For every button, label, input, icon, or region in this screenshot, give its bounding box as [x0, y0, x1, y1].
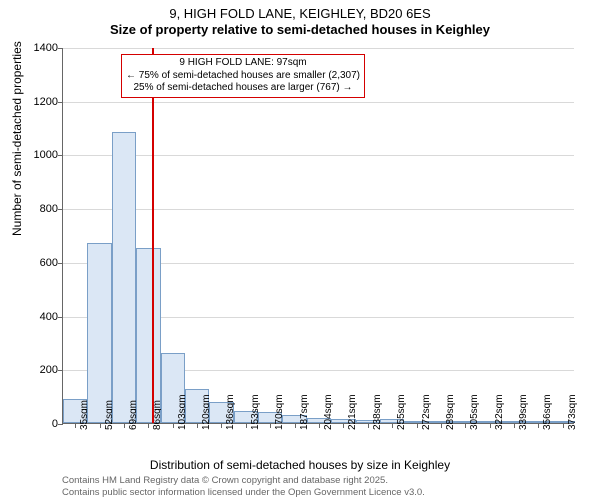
xtick-mark [246, 424, 247, 428]
xtick-label: 255sqm [396, 394, 407, 430]
x-axis-label: Distribution of semi-detached houses by … [0, 458, 600, 472]
ytick-mark [58, 317, 63, 318]
ytick-mark [58, 102, 63, 103]
xtick-label: 373sqm [567, 394, 578, 430]
xtick-label: 305sqm [469, 394, 480, 430]
ytick-label: 800 [18, 203, 58, 215]
histogram-bar [87, 243, 111, 423]
xtick-label: 221sqm [347, 394, 358, 430]
gridline [63, 48, 574, 49]
xtick-mark [392, 424, 393, 428]
xtick-label: 170sqm [274, 394, 285, 430]
xtick-mark [441, 424, 442, 428]
xtick-label: 322sqm [494, 394, 505, 430]
xtick-label: 187sqm [299, 394, 310, 430]
ytick-mark [58, 155, 63, 156]
xtick-mark [270, 424, 271, 428]
xtick-mark [295, 424, 296, 428]
title-line-2: Size of property relative to semi-detach… [0, 22, 600, 37]
ytick-label: 1000 [18, 149, 58, 161]
xtick-mark [490, 424, 491, 428]
xtick-label: 356sqm [542, 394, 553, 430]
title-line-1: 9, HIGH FOLD LANE, KEIGHLEY, BD20 6ES [0, 6, 600, 21]
ytick-label: 1400 [18, 42, 58, 54]
xtick-label: 289sqm [445, 394, 456, 430]
histogram-bar [136, 248, 160, 423]
gridline [63, 155, 574, 156]
xtick-mark [173, 424, 174, 428]
xtick-mark [417, 424, 418, 428]
xtick-label: 204sqm [323, 394, 334, 430]
xtick-mark [197, 424, 198, 428]
xtick-label: 339sqm [518, 394, 529, 430]
xtick-mark [75, 424, 76, 428]
ytick-label: 200 [18, 364, 58, 376]
annotation-callout: 9 HIGH FOLD LANE: 97sqm← 75% of semi-det… [121, 54, 365, 98]
xtick-label: 272sqm [421, 394, 432, 430]
footer-line-1: Contains HM Land Registry data © Crown c… [62, 475, 425, 486]
xtick-mark [465, 424, 466, 428]
plot-region: 020040060080010001200140035sqm52sqm69sqm… [62, 48, 574, 424]
footer-line-2: Contains public sector information licen… [62, 487, 425, 498]
chart-area: 020040060080010001200140035sqm52sqm69sqm… [62, 48, 574, 424]
xtick-mark [100, 424, 101, 428]
xtick-label: 238sqm [372, 394, 383, 430]
reference-line [152, 48, 154, 423]
ytick-label: 600 [18, 257, 58, 269]
xtick-mark [343, 424, 344, 428]
histogram-bar [112, 132, 136, 423]
xtick-mark [148, 424, 149, 428]
xtick-mark [221, 424, 222, 428]
xtick-mark [319, 424, 320, 428]
ytick-label: 1200 [18, 96, 58, 108]
ytick-label: 0 [18, 418, 58, 430]
annotation-line: 9 HIGH FOLD LANE: 97sqm [126, 57, 360, 70]
footer-attribution: Contains HM Land Registry data © Crown c… [62, 475, 425, 498]
ytick-mark [58, 209, 63, 210]
xtick-mark [563, 424, 564, 428]
ytick-mark [58, 370, 63, 371]
gridline [63, 102, 574, 103]
annotation-line: 25% of semi-detached houses are larger (… [126, 82, 360, 95]
ytick-mark [58, 48, 63, 49]
xtick-mark [368, 424, 369, 428]
gridline [63, 209, 574, 210]
ytick-label: 400 [18, 311, 58, 323]
annotation-line: ← 75% of semi-detached houses are smalle… [126, 70, 360, 83]
ytick-mark [58, 263, 63, 264]
xtick-mark [514, 424, 515, 428]
xtick-mark [124, 424, 125, 428]
xtick-mark [538, 424, 539, 428]
title-block: 9, HIGH FOLD LANE, KEIGHLEY, BD20 6ES Si… [0, 0, 600, 37]
ytick-mark [58, 424, 63, 425]
